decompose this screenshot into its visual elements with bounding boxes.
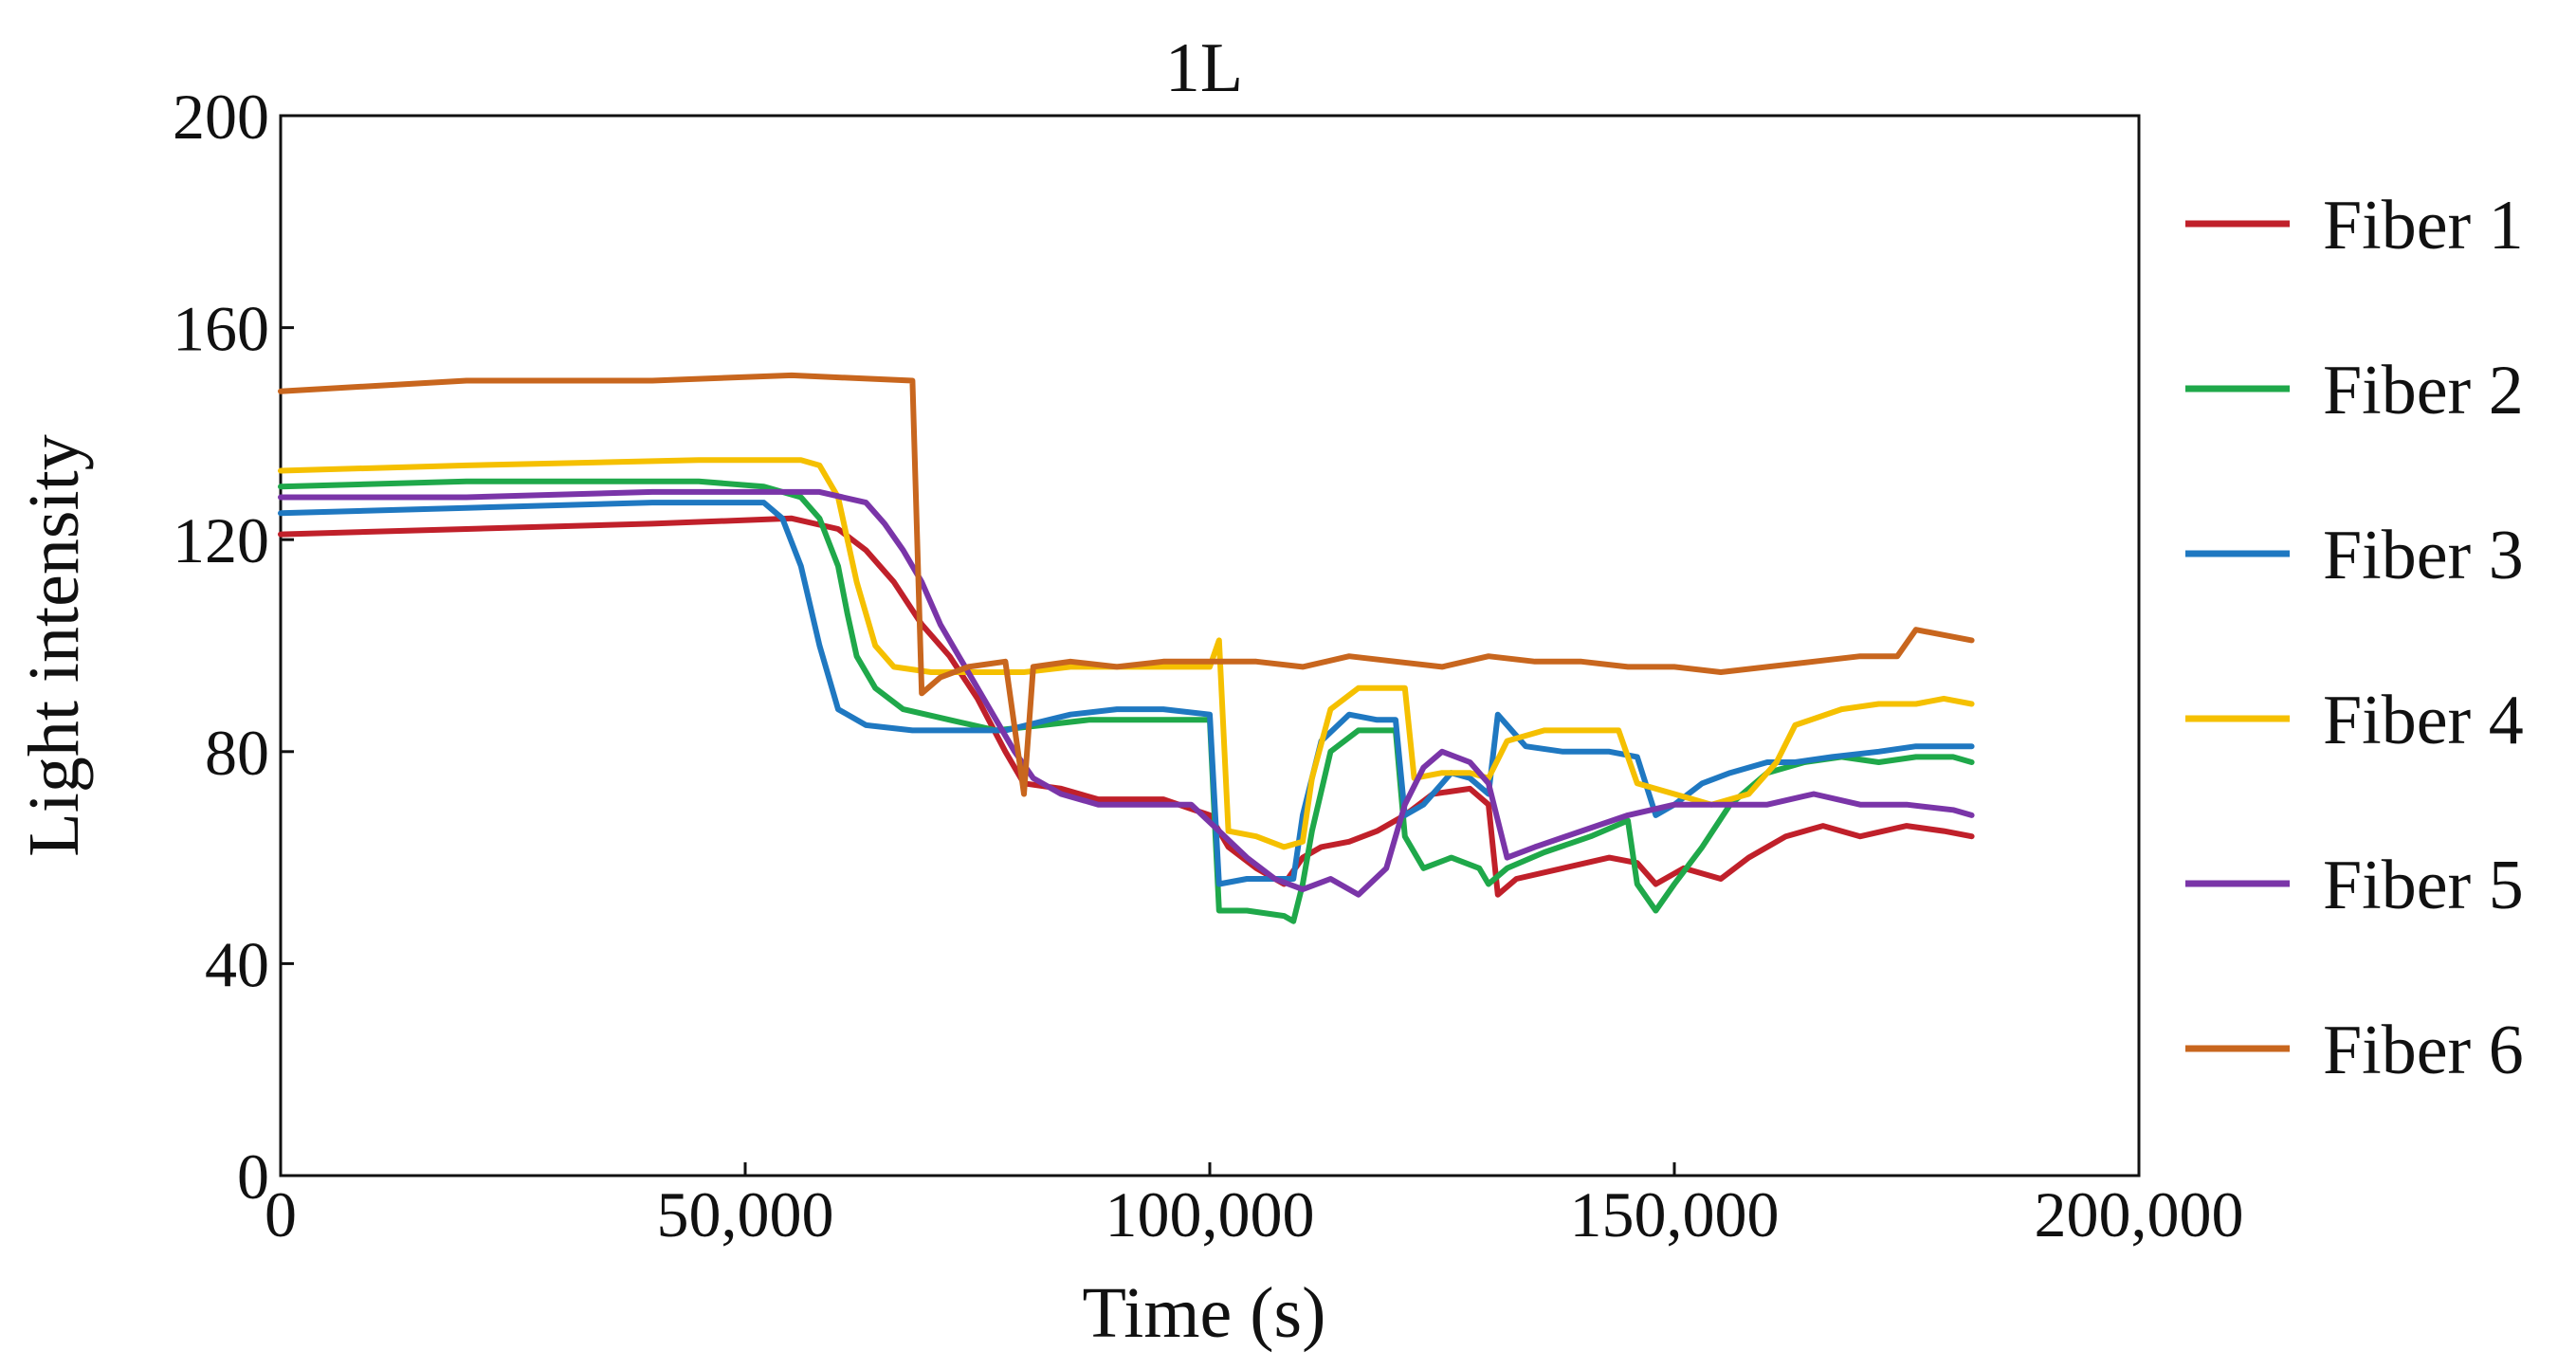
series-line-fiber-2	[278, 478, 1975, 924]
x-tick-label: 50,000	[657, 1178, 834, 1250]
x-tick-label: 0	[265, 1178, 297, 1250]
y-axis-title: Light intensity	[14, 434, 94, 856]
y-tick-label: 200	[173, 81, 269, 153]
x-axis-title: Time (s)	[1083, 1273, 1326, 1353]
x-tick-label: 200,000	[2035, 1178, 2244, 1250]
y-tick-label: 160	[173, 293, 269, 365]
y-tick-label: 40	[205, 928, 269, 1000]
legend-label-fiber-5: Fiber 5	[2323, 847, 2524, 924]
series-line-fiber-4	[278, 457, 1975, 850]
y-axis: 0 40 80 120 160 200	[173, 81, 294, 1213]
legend-label-fiber-3: Fiber 3	[2323, 517, 2524, 594]
legend: Fiber 1 Fiber 2 Fiber 3 Fiber 4 Fiber 5 Fiber…	[2185, 187, 2524, 1089]
legend-label-fiber-2: Fiber 2	[2323, 352, 2524, 429]
series-line-fiber-5	[278, 488, 1975, 898]
series-layer	[278, 372, 1975, 924]
legend-label-fiber-6: Fiber 6	[2323, 1012, 2524, 1089]
legend-label-fiber-4: Fiber 4	[2323, 682, 2524, 759]
series-line-fiber-3	[278, 500, 1975, 887]
plot-frame	[279, 114, 2141, 1177]
x-axis: 0 50,000 100,000 150,000 200,000	[265, 1162, 2244, 1250]
series-line-fiber-6	[278, 372, 1975, 797]
y-tick-label: 0	[237, 1141, 269, 1213]
chart-title: 1L	[1165, 29, 1243, 107]
y-tick-label: 120	[173, 504, 269, 576]
legend-label-fiber-1: Fiber 1	[2323, 187, 2524, 265]
x-tick-label: 100,000	[1105, 1178, 1315, 1250]
y-tick-label: 80	[205, 717, 269, 789]
x-tick-label: 150,000	[1570, 1178, 1780, 1250]
